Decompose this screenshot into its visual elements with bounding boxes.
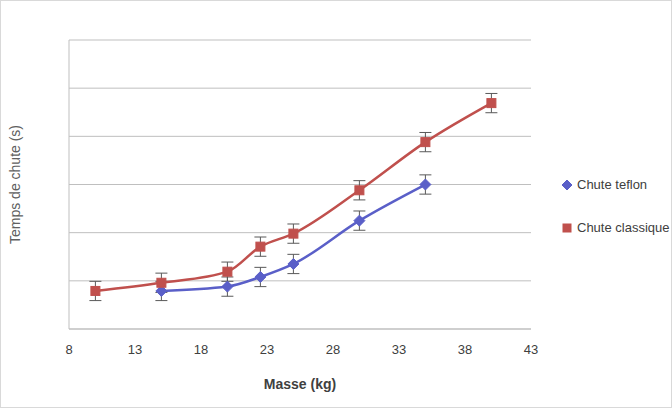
svg-text:23: 23: [260, 342, 274, 357]
html-text:Chute classique: Chute classique: [577, 220, 670, 235]
html-text:Chute teflon: Chute teflon: [577, 177, 648, 192]
svg-text:Temps de chute (s): Temps de chute (s): [8, 125, 23, 244]
svg-text:8: 8: [65, 342, 72, 357]
svg-text:28: 28: [326, 342, 340, 357]
svg-text:18: 18: [194, 342, 208, 357]
svg-text:Masse (kg): Masse (kg): [264, 376, 336, 392]
svg-text:43: 43: [524, 342, 538, 357]
svg-text:38: 38: [458, 342, 472, 357]
svg-text:33: 33: [392, 342, 406, 357]
svg-text:13: 13: [128, 342, 142, 357]
